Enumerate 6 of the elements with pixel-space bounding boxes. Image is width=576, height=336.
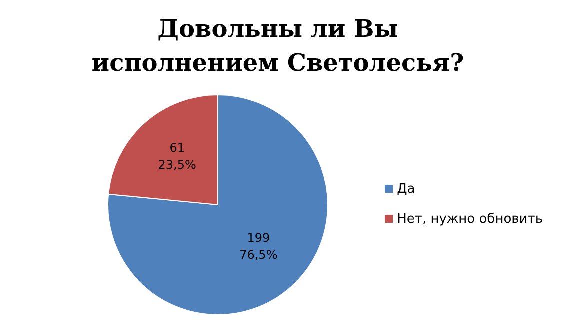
data-label: 61 23,5% (158, 141, 196, 172)
chart-title: Довольны ли Вы исполнением Светолесья? (90, 13, 466, 79)
legend-label: Нет, нужно обновить (397, 212, 543, 227)
data-label: 199 76,5% (240, 230, 278, 262)
pie-slice (108, 94, 328, 316)
legend-label: Да (397, 182, 416, 197)
